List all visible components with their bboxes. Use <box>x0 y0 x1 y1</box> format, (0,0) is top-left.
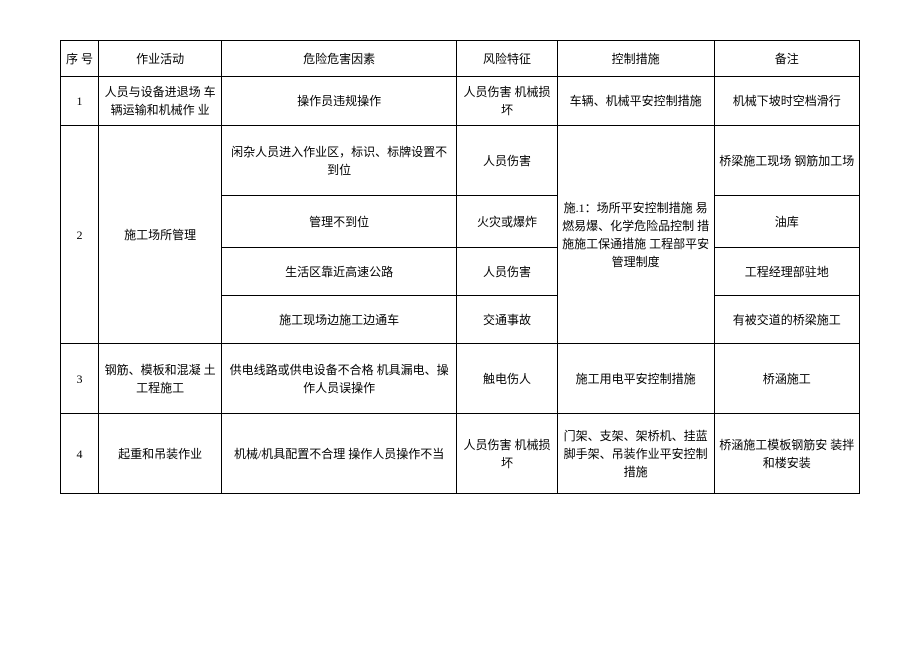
cell-remark: 有被交道的桥梁施工 <box>714 296 860 344</box>
cell-remark: 油库 <box>714 196 860 248</box>
header-risk: 风险特征 <box>457 41 558 77</box>
header-hazard: 危险危害因素 <box>222 41 457 77</box>
cell-risk: 人员伤害 机械损坏 <box>457 414 558 494</box>
cell-seq: 3 <box>61 344 99 414</box>
header-activity: 作业活动 <box>99 41 222 77</box>
cell-hazard: 闲杂人员进入作业区，标识、标牌设置不到位 <box>222 126 457 196</box>
cell-risk: 火灾或爆炸 <box>457 196 558 248</box>
cell-remark: 桥涵施工 <box>714 344 860 414</box>
table-row: 3 钢筋、模板和混凝 土工程施工 供电线路或供电设备不合格 机具漏电、操作人员误… <box>61 344 860 414</box>
cell-hazard: 施工现场边施工边通车 <box>222 296 457 344</box>
cell-risk: 人员伤害 机械损坏 <box>457 77 558 126</box>
table-row: 4 起重和吊装作业 机械/机具配置不合理 操作人员操作不当 人员伤害 机械损坏 … <box>61 414 860 494</box>
cell-measure: 车辆、机械平安控制措施 <box>557 77 714 126</box>
cell-measure: 施.1：场所平安控制措施 易燃易爆、化学危险品控制 措施施工保通措施 工程部平安… <box>557 126 714 344</box>
header-measure: 控制措施 <box>557 41 714 77</box>
cell-hazard: 生活区靠近高速公路 <box>222 248 457 296</box>
cell-hazard: 机械/机具配置不合理 操作人员操作不当 <box>222 414 457 494</box>
table-row: 1 人员与设备进退场 车辆运输和机械作 业 操作员违规操作 人员伤害 机械损坏 … <box>61 77 860 126</box>
cell-hazard: 操作员违规操作 <box>222 77 457 126</box>
cell-risk: 人员伤害 <box>457 126 558 196</box>
cell-seq: 2 <box>61 126 99 344</box>
header-remark: 备注 <box>714 41 860 77</box>
cell-measure: 施工用电平安控制措施 <box>557 344 714 414</box>
cell-activity: 人员与设备进退场 车辆运输和机械作 业 <box>99 77 222 126</box>
cell-activity: 施工场所管理 <box>99 126 222 344</box>
cell-seq: 1 <box>61 77 99 126</box>
cell-risk: 触电伤人 <box>457 344 558 414</box>
header-seq: 序 号 <box>61 41 99 77</box>
cell-activity: 起重和吊装作业 <box>99 414 222 494</box>
cell-risk: 人员伤害 <box>457 248 558 296</box>
cell-measure: 门架、支架、架桥机、挂蓝脚手架、吊装作业平安控制措施 <box>557 414 714 494</box>
cell-risk: 交通事故 <box>457 296 558 344</box>
cell-hazard: 供电线路或供电设备不合格 机具漏电、操作人员误操作 <box>222 344 457 414</box>
table-row: 2 施工场所管理 闲杂人员进入作业区，标识、标牌设置不到位 人员伤害 施.1：场… <box>61 126 860 196</box>
table-header-row: 序 号 作业活动 危险危害因素 风险特征 控制措施 备注 <box>61 41 860 77</box>
cell-activity: 钢筋、模板和混凝 土工程施工 <box>99 344 222 414</box>
cell-remark: 桥涵施工模板钢筋安 装拌和楼安装 <box>714 414 860 494</box>
cell-hazard: 管理不到位 <box>222 196 457 248</box>
cell-remark: 工程经理部驻地 <box>714 248 860 296</box>
cell-remark: 机械下坡时空档滑行 <box>714 77 860 126</box>
cell-remark: 桥梁施工现场 钢筋加工场 <box>714 126 860 196</box>
hazard-table: 序 号 作业活动 危险危害因素 风险特征 控制措施 备注 1 人员与设备进退场 … <box>60 40 860 494</box>
cell-seq: 4 <box>61 414 99 494</box>
